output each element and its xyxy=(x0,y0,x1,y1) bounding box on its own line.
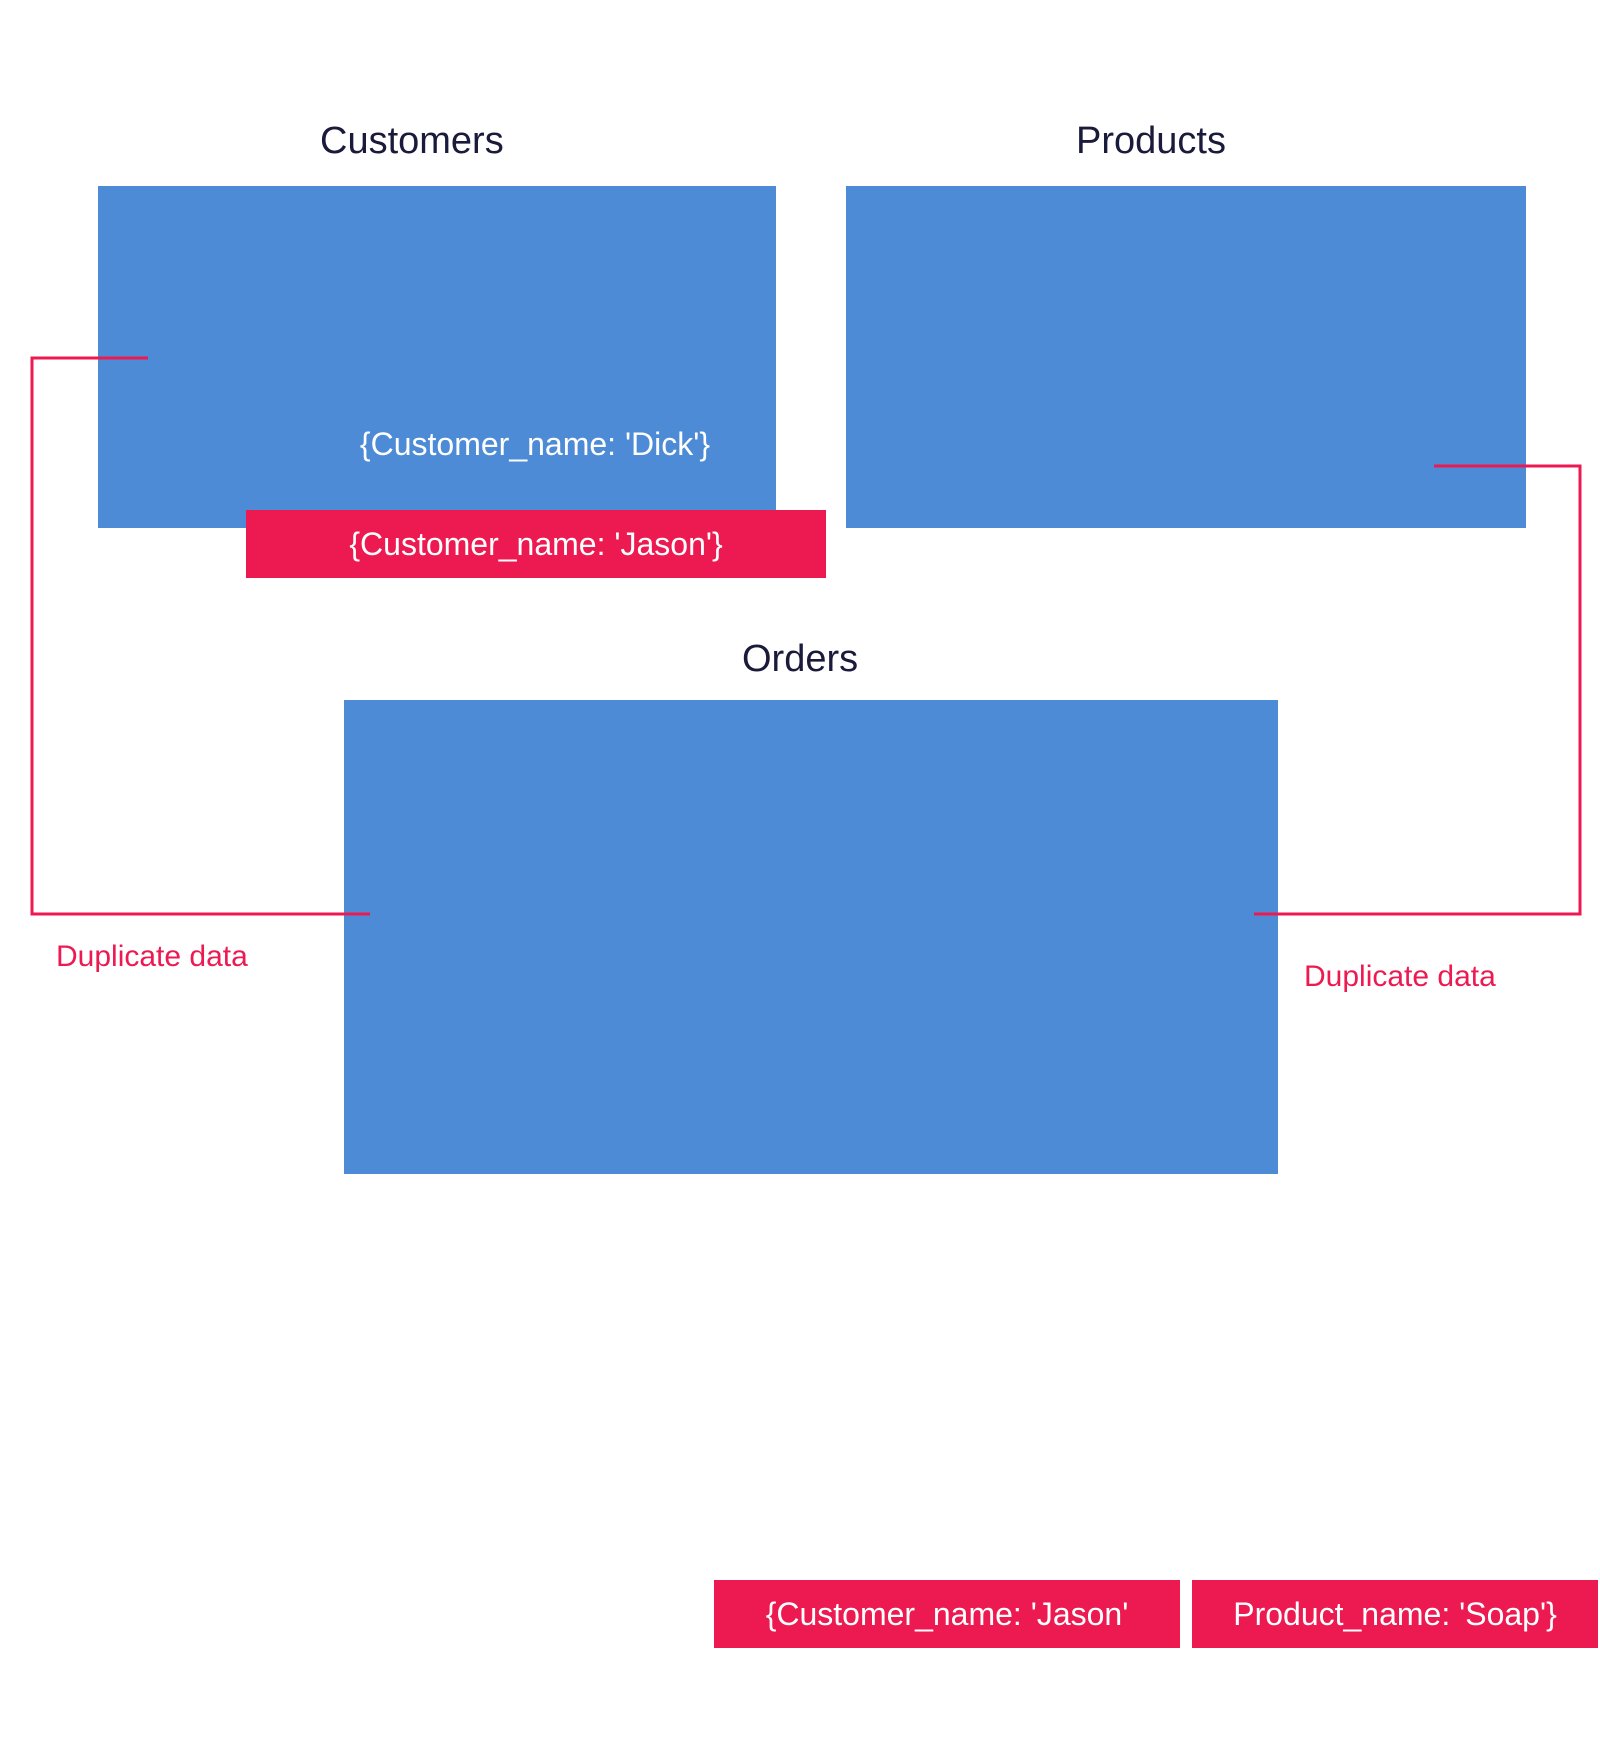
orders-row-separator: , xyxy=(1180,1594,1192,1631)
customers-row: {Customer_name: 'Dick'} xyxy=(196,426,874,463)
products-box: {Product_name: 'Toothbrush'} {Product_na… xyxy=(846,186,1526,528)
duplicate-label-left: Duplicate data xyxy=(56,940,248,974)
customers-row-highlight: {Customer_name: 'Jason'} xyxy=(246,510,826,578)
products-title: Products xyxy=(1076,120,1226,163)
customers-box: {Customer_name: 'Dick'} {Customer_name: … xyxy=(98,186,776,528)
customers-row-text: {Customer_name: 'Jason'} xyxy=(349,526,722,563)
orders-row: {Customer_name: 'Tim', Product_name: 'To… xyxy=(748,1712,1562,1752)
diagram-canvas: Customers {Customer_name: 'Dick'} {Custo… xyxy=(0,0,1600,1280)
orders-row: {Customer_name: 'Dick', Product_name: 'S… xyxy=(688,1496,1600,1533)
orders-box: {Customer_name: 'Dick', Product_name: 'S… xyxy=(344,700,1278,1174)
duplicate-label-right: Duplicate data xyxy=(1304,960,1496,994)
connector-right xyxy=(1254,466,1580,914)
orders-row-highlight-left: {Customer_name: 'Jason' xyxy=(714,1580,1180,1648)
orders-row-text-left: {Customer_name: 'Jason' xyxy=(766,1596,1129,1633)
orders-row-highlight-right: Product_name: 'Soap'} xyxy=(1192,1580,1598,1648)
customers-title: Customers xyxy=(320,120,504,163)
orders-row-text-right: Product_name: 'Soap'} xyxy=(1233,1596,1557,1633)
orders-title: Orders xyxy=(742,638,858,681)
